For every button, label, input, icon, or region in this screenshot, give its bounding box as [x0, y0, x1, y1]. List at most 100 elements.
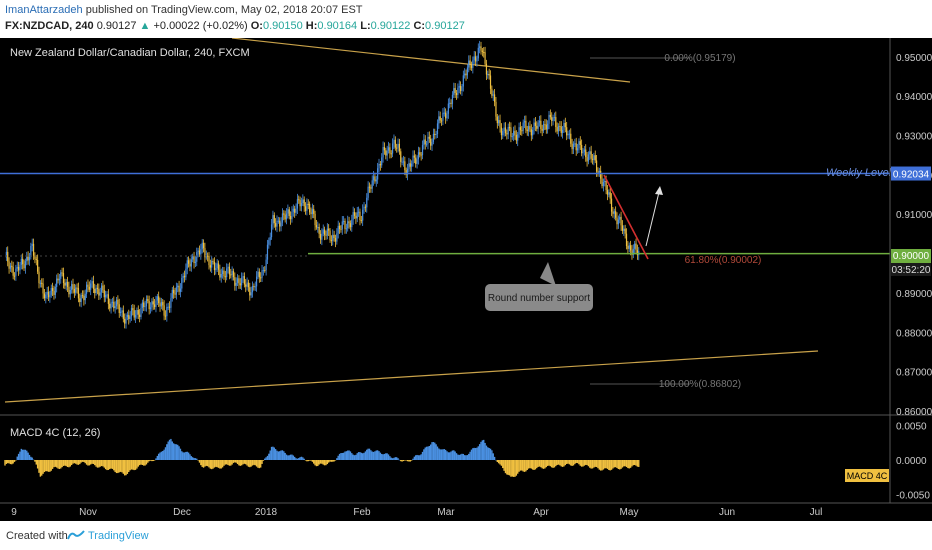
- macd-bar: [163, 449, 165, 460]
- candle-body: [228, 266, 230, 275]
- candle-body: [634, 243, 636, 249]
- macd-bar: [160, 451, 163, 460]
- macd-bar: [220, 460, 222, 469]
- macd-bar: [330, 460, 333, 462]
- candle-body: [332, 234, 334, 241]
- macd-bar: [483, 439, 485, 460]
- macd-bar: [511, 460, 513, 477]
- candle-body: [537, 122, 539, 129]
- annotation-box[interactable]: [485, 284, 593, 311]
- candle-body: [262, 270, 264, 272]
- macd-bar: [477, 446, 479, 460]
- candle-body: [477, 47, 479, 59]
- macd-bar: [443, 449, 445, 460]
- macd-bar: [209, 460, 212, 469]
- candle-body: [79, 298, 81, 302]
- macd-bar: [80, 460, 82, 463]
- macd-bar: [386, 453, 388, 460]
- macd-bar: [424, 447, 426, 460]
- macd-bar: [128, 460, 130, 472]
- macd-bar: [376, 450, 379, 460]
- macd-bar: [280, 450, 282, 460]
- candle-body: [556, 127, 558, 132]
- candle-body: [438, 116, 440, 124]
- candle-body: [91, 281, 93, 284]
- macd-bar: [434, 442, 436, 460]
- macd-bar: [563, 460, 565, 467]
- macd-bar: [571, 460, 573, 466]
- candle-body: [420, 154, 422, 156]
- candle-body: [270, 224, 273, 238]
- candle-body: [304, 206, 307, 211]
- candle-body: [318, 226, 320, 234]
- macd-bar: [594, 460, 596, 467]
- macd-bar: [531, 460, 534, 470]
- macd-bar: [457, 454, 459, 460]
- candle-body: [411, 163, 413, 167]
- candle-body: [428, 136, 430, 139]
- macd-bar: [325, 460, 327, 466]
- macd-bar: [119, 460, 122, 472]
- author-link[interactable]: ImanAttarzadeh: [5, 4, 83, 16]
- candle-body: [269, 237, 271, 241]
- macd-bar: [353, 455, 356, 460]
- candle-body: [510, 127, 512, 137]
- macd-bar: [559, 460, 561, 466]
- time-tick-label: Dec: [173, 507, 191, 518]
- macd-bar: [492, 453, 494, 460]
- candle-body: [313, 209, 315, 214]
- macd-bar: [500, 460, 503, 466]
- macd-bar: [363, 452, 365, 460]
- candle-body: [264, 270, 266, 272]
- symbol-label[interactable]: FX:NZDCAD, 240: [5, 20, 94, 32]
- macd-axis[interactable]: 0.0050 0.0000 -0.0050: [896, 421, 930, 501]
- candle-body: [555, 117, 557, 128]
- candle-body: [87, 284, 89, 287]
- time-tick-label: Mar: [437, 507, 455, 518]
- red-trendline[interactable]: [603, 174, 649, 260]
- macd-bar: [288, 455, 290, 460]
- macd-bar: [604, 460, 606, 469]
- weekly-level-label: Weekly Level: [826, 167, 892, 179]
- candle-body: [562, 129, 564, 133]
- candle-body: [460, 85, 462, 91]
- projection-arrow[interactable]: [645, 187, 661, 247]
- macd-bar: [75, 460, 77, 464]
- price-tick-label: 0.95000: [896, 53, 932, 64]
- macd-bar: [171, 441, 173, 460]
- candle-body: [631, 250, 633, 255]
- candle-body: [446, 113, 448, 119]
- time-axis[interactable]: 9 Nov Dec 2018 Feb Mar Apr May Jun Jul: [11, 507, 822, 518]
- created-with-text: Created with: [6, 530, 68, 542]
- tradingview-brand-link[interactable]: TradingView: [88, 530, 149, 542]
- macd-bar: [553, 460, 556, 468]
- candle-body: [159, 303, 161, 307]
- candle-body: [585, 149, 587, 158]
- macd-bar: [466, 455, 469, 460]
- upper-trendline[interactable]: [231, 38, 631, 83]
- macd-bar: [366, 449, 368, 460]
- time-tick-label: Nov: [79, 507, 97, 518]
- chart-canvas[interactable]: Round number support New Zealand Dollar/…: [0, 38, 932, 521]
- candle-body: [402, 161, 405, 163]
- candle-body: [92, 281, 94, 289]
- candle-body: [472, 60, 474, 68]
- lower-trendline[interactable]: [4, 350, 819, 403]
- macd-bar: [349, 451, 352, 460]
- macd-bar: [110, 460, 112, 469]
- time-tick-label: May: [620, 507, 639, 518]
- candle-body: [321, 233, 323, 240]
- macd-bar: [459, 454, 462, 460]
- macd-bar: [374, 451, 376, 460]
- macd-bar: [359, 452, 361, 460]
- candle-body: [574, 143, 576, 145]
- macd-bar: [419, 455, 421, 460]
- macd-bar: [310, 460, 312, 461]
- candle-body: [306, 203, 308, 211]
- candle-body: [628, 245, 630, 249]
- candle-body: [276, 220, 278, 227]
- macd-bar: [329, 460, 331, 462]
- candle-body: [177, 285, 179, 288]
- macd-bar: [347, 450, 349, 460]
- candle-body: [480, 46, 482, 51]
